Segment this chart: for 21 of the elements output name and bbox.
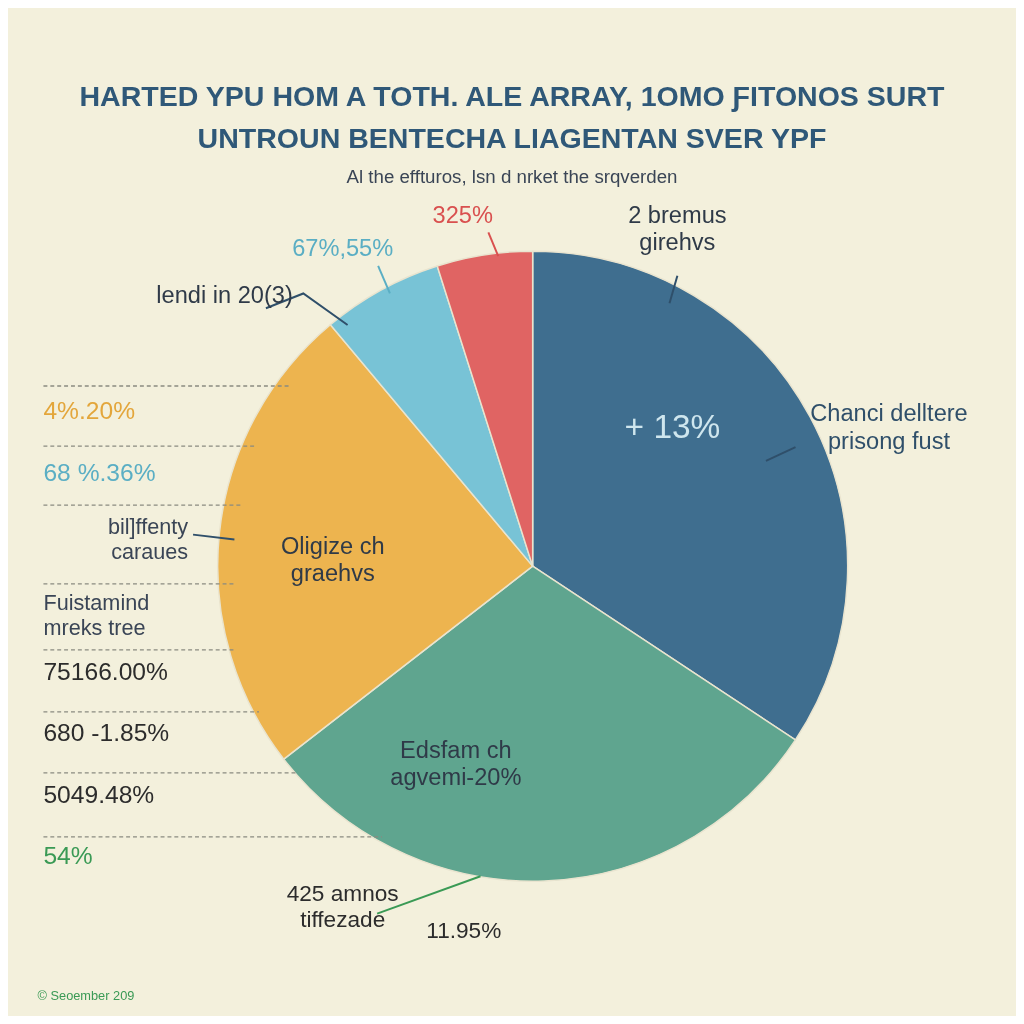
chart-subtitle: Al the effturos, lsn d nrket the srqverden	[346, 166, 678, 188]
chart-title: HARTED YPU HOM A TOTH. ALE ARRAY, 1OMO ƑITONOS SURT UNTROUN BENTECHA LIAGENTAN SVER YPF	[79, 80, 946, 154]
text: © Seoember 209	[37, 988, 135, 1004]
text: 75166.00%	[43, 658, 168, 686]
text: + 13%	[624, 408, 721, 446]
slice-label: Edsfam ch agvemi-20%	[390, 737, 522, 791]
text: 54%	[43, 842, 93, 870]
text: 4%.20%	[43, 397, 136, 425]
text: 67%,55%	[292, 235, 394, 262]
text: 325%	[432, 201, 493, 228]
text: 68 %.36%	[43, 458, 156, 486]
text: Chanci delltere prisong fust	[810, 400, 968, 454]
text: 425 amnos tiffezade	[286, 880, 399, 932]
text: 11.95%	[426, 918, 502, 944]
slice-label: lendi in 20(3)	[156, 282, 293, 309]
text: 680 -1.85%	[43, 719, 170, 747]
text: 5049.48%	[43, 781, 155, 809]
slice-label: Oligize ch graehvs	[281, 533, 385, 587]
slice-label: 2 bremus girehvs	[628, 201, 727, 255]
text: Fuistamind mreks tree	[43, 590, 150, 641]
text: bil]ffenty caraues	[107, 513, 189, 564]
